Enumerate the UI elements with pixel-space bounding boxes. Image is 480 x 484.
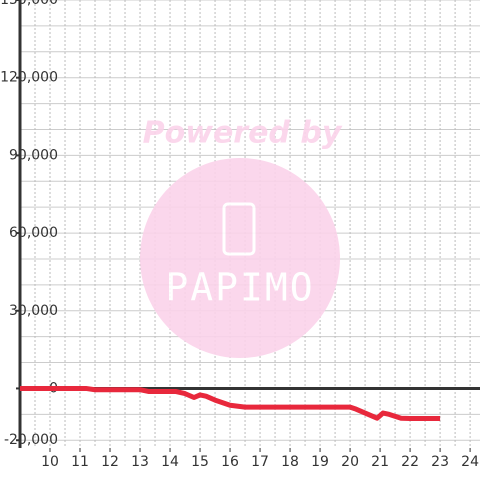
x-tick-label: 10: [41, 454, 59, 470]
y-tick-label: 30,000: [9, 303, 58, 319]
watermark-phone: [222, 202, 256, 256]
y-tick-label: 60,000: [9, 225, 58, 241]
y-tick-label: 90,000: [9, 147, 58, 163]
x-tick-label: 19: [311, 454, 329, 470]
watermark-text: Powered by: [143, 116, 343, 151]
x-tick-label: 15: [191, 454, 209, 470]
y-tick-label: -20,000: [4, 432, 58, 448]
x-tick-label: 18: [281, 454, 299, 470]
watermark-circle: [140, 158, 340, 358]
x-tick-label: 22: [401, 454, 419, 470]
watermark: PAPIMO Powered by: [140, 116, 343, 358]
x-tick-label: 24: [461, 454, 479, 470]
x-tick-label: 13: [131, 454, 149, 470]
x-tick-label: 16: [221, 454, 239, 470]
x-tick-label: 11: [71, 454, 89, 470]
watermark-logo: PAPIMO: [165, 266, 314, 310]
x-tick-label: 14: [161, 454, 179, 470]
x-tick-label: 17: [251, 454, 269, 470]
y-tick-label: 120,000: [0, 70, 58, 86]
x-tick-label: 20: [341, 454, 359, 470]
line-series: [20, 385, 441, 421]
x-tick-label: 21: [371, 454, 389, 470]
x-tick-label: 23: [431, 454, 449, 470]
x-tick-label: 12: [101, 454, 119, 470]
y-tick-label: 150,000: [0, 0, 58, 8]
